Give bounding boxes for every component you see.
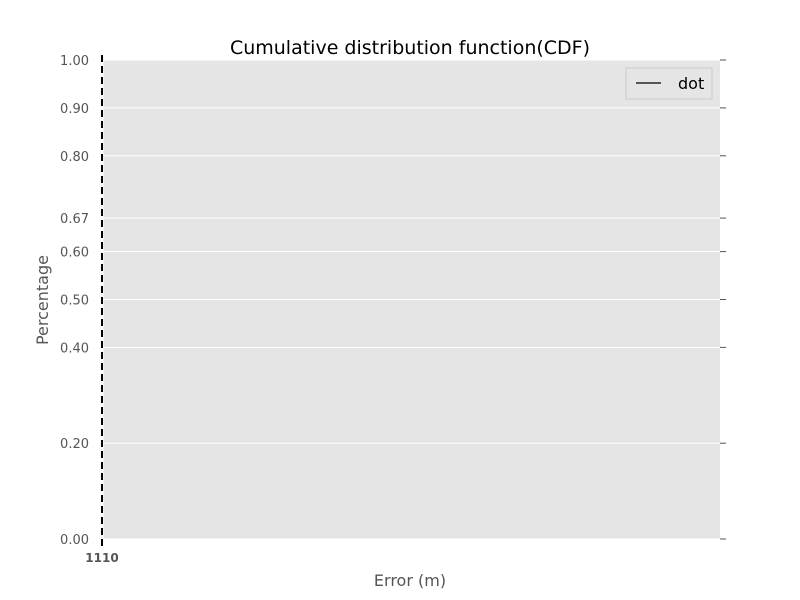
y-tick-label: 0.50 [60, 294, 89, 309]
legend: dot [625, 67, 713, 100]
y-tick-label: 0.40 [60, 341, 89, 356]
legend-label-dot: dot [678, 74, 704, 93]
y-axis-label: Percentage [33, 255, 52, 345]
y-tick-label: 0.67 [60, 212, 89, 227]
y-tick-label: 0.60 [60, 246, 89, 261]
y-tick-label: 0.90 [60, 102, 89, 117]
y-tick-label: 1.00 [60, 54, 89, 69]
y-tick-label: 0.80 [60, 150, 89, 165]
grid-lines [102, 59, 720, 540]
y-tick-label: 0.20 [60, 437, 89, 452]
y-axis-ticks: 0.00 0.20 0.40 0.50 0.60 0.67 0.80 0.90 1.00 [60, 54, 726, 548]
x-axis-label: Error (m) [374, 571, 446, 590]
x-tick-label: 1110 [85, 551, 118, 565]
y-tick-label: 0.00 [60, 533, 89, 548]
chart-title: Cumulative distribution function(CDF) [230, 37, 590, 59]
